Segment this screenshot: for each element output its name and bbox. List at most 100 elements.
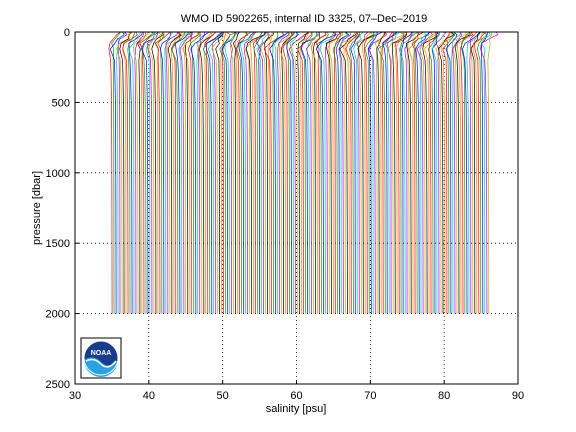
profile-line [419,31,437,314]
profile-line [301,31,318,314]
profile-line [299,31,310,314]
profile-line [376,31,386,314]
profile-line [199,31,217,314]
profile-line [297,31,313,314]
profile-line [461,31,471,314]
profile-line [407,31,416,314]
profile-line [408,31,420,314]
profile-line [132,31,149,314]
x-tick-label: 30 [69,390,81,402]
profile-line [164,31,174,314]
profile-line [286,31,294,314]
profile-line [145,31,155,314]
profile-line [377,31,398,314]
profile-line [197,31,206,314]
profile-line [357,31,375,314]
profile-line [151,31,164,314]
profile-line [116,31,131,314]
x-tick-label: 40 [143,390,155,402]
y-tick-label: 1000 [46,168,70,180]
grid-lines [75,32,518,384]
profile-line [183,31,191,314]
profile-line [392,31,408,314]
profile-line [211,31,223,314]
profile-line [350,31,360,314]
profile-line [252,31,263,314]
profile-line [256,31,269,314]
profile-line [338,31,349,314]
profile-line [245,31,256,314]
profile-line [138,31,147,314]
profile-line [222,31,231,314]
profile-line [333,31,341,314]
profile-line [167,31,182,314]
profile-line [170,31,186,314]
profile-line [442,31,450,314]
profile-line [263,31,285,314]
profile-line [428,31,437,314]
profile-line [288,31,309,314]
profile-line [219,31,237,314]
profile-line [269,31,290,314]
profile-line [480,31,498,314]
profiles-layer [108,31,498,314]
profile-line [394,31,406,314]
svg-text:NOAA: NOAA [91,350,112,357]
profile-line [290,31,309,314]
profile-line [278,31,296,314]
y-tick-label: 1500 [46,238,70,250]
profile-line [306,31,318,314]
profile-line [368,31,379,314]
profile-line [154,31,171,314]
profile-line [190,31,210,314]
profile-line [414,31,430,314]
profile-line [171,31,181,314]
profile-line [364,31,375,314]
profile-line [224,31,241,314]
profile-line [282,31,296,314]
profile-line [157,31,165,314]
profile-line [324,31,337,314]
profile-line [239,31,255,314]
profile-line [472,31,484,314]
y-tick-label: 2000 [46,309,70,321]
profile-line [363,31,378,314]
profile-line [435,31,447,314]
profile-line [445,31,458,314]
profile-line [446,31,456,314]
profile-line [170,31,186,314]
profile-line [134,31,144,314]
profile-line [165,31,179,314]
profile-line [340,31,356,314]
profile-line [174,31,192,314]
profile-line [202,31,223,314]
profile-line [278,31,291,314]
y-tick-label: 0 [64,27,70,39]
profile-line [277,31,289,314]
profile-line [253,31,263,314]
profile-line [196,31,214,314]
profile-line [142,31,156,314]
profile-line [256,31,267,314]
profile-line [119,31,132,314]
profile-line [338,31,352,314]
profile-line [470,31,477,314]
profile-line [466,31,481,314]
profile-line [289,31,299,314]
profile-line [243,31,257,314]
profile-line [315,31,337,314]
profile-line [452,31,467,314]
profile-line [339,31,358,314]
profile-line [474,31,487,314]
profile-line [452,31,462,314]
y-tick-label: 2500 [46,379,70,391]
profile-line [236,31,252,314]
x-axis-ticks: 30 40 50 60 70 80 90 [69,380,524,402]
profile-line [422,31,441,314]
profile-line [381,31,398,314]
profile-line [148,31,162,314]
x-tick-label: 60 [290,390,302,402]
profile-line [335,31,350,314]
profile-line [117,31,128,314]
